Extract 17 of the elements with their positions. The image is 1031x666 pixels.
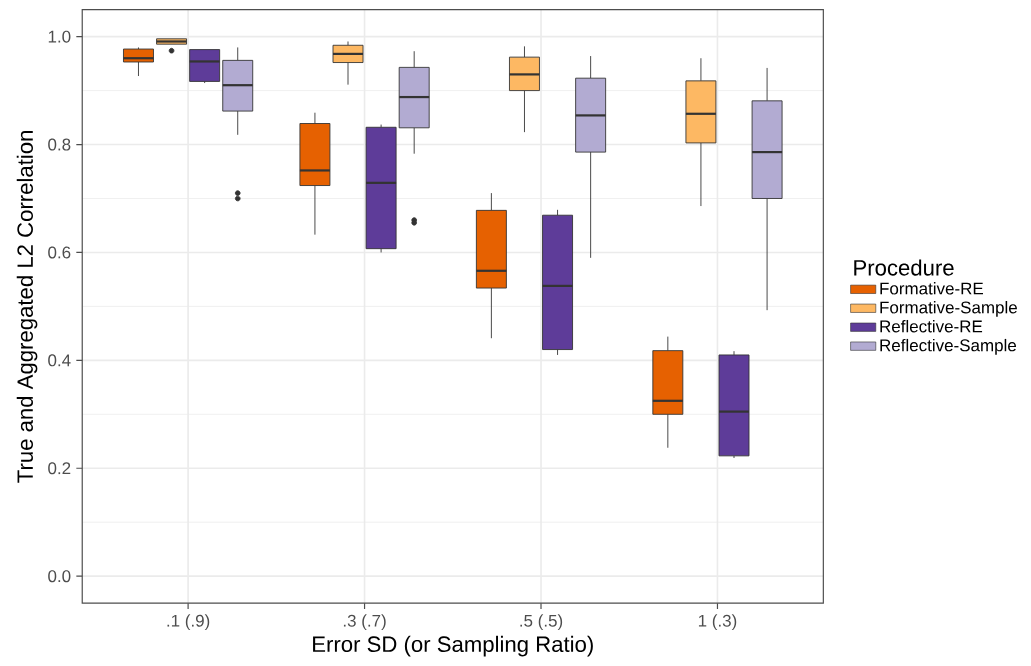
legend-label: Reflective-Sample <box>880 339 1017 355</box>
legend-label: Reflective-RE <box>880 320 983 333</box>
y-tick-label: 0.0 <box>48 570 71 583</box>
y-tick-label: 0.2 <box>48 462 71 475</box>
x-tick-label: 1 (.3) <box>698 614 737 631</box>
x-tick-label: .1 (.9) <box>167 614 210 631</box>
x-tick-label: .5 (.5) <box>520 614 563 631</box>
legend-label: Formative-RE <box>880 282 983 295</box>
legend-label: Formative-Sample <box>880 301 1017 317</box>
y-tick-label: 0.4 <box>48 354 71 367</box>
y-tick-label: 0.6 <box>48 246 71 259</box>
x-axis-title: Error SD (or Sampling Ratio) <box>313 635 593 657</box>
legend-title: Procedure <box>854 259 954 276</box>
y-axis-title: True and Aggregated L2 Correlation <box>16 131 38 483</box>
y-tick-label: 1.0 <box>48 30 71 43</box>
y-tick-label: 0.8 <box>48 138 71 151</box>
x-tick-label: .3 (.7) <box>343 614 386 631</box>
